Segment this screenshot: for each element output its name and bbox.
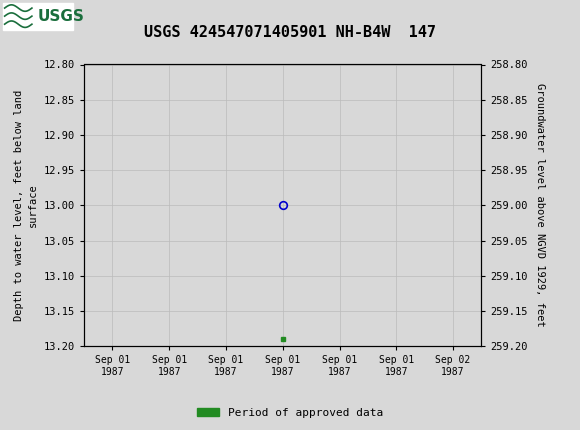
- Y-axis label: Depth to water level, feet below land
surface: Depth to water level, feet below land su…: [14, 90, 38, 321]
- Legend: Period of approved data: Period of approved data: [193, 403, 387, 422]
- Text: USGS 424547071405901 NH-B4W  147: USGS 424547071405901 NH-B4W 147: [144, 25, 436, 40]
- Y-axis label: Groundwater level above NGVD 1929, feet: Groundwater level above NGVD 1929, feet: [535, 83, 545, 327]
- Text: USGS: USGS: [38, 9, 85, 24]
- Bar: [3, 3, 72, 30]
